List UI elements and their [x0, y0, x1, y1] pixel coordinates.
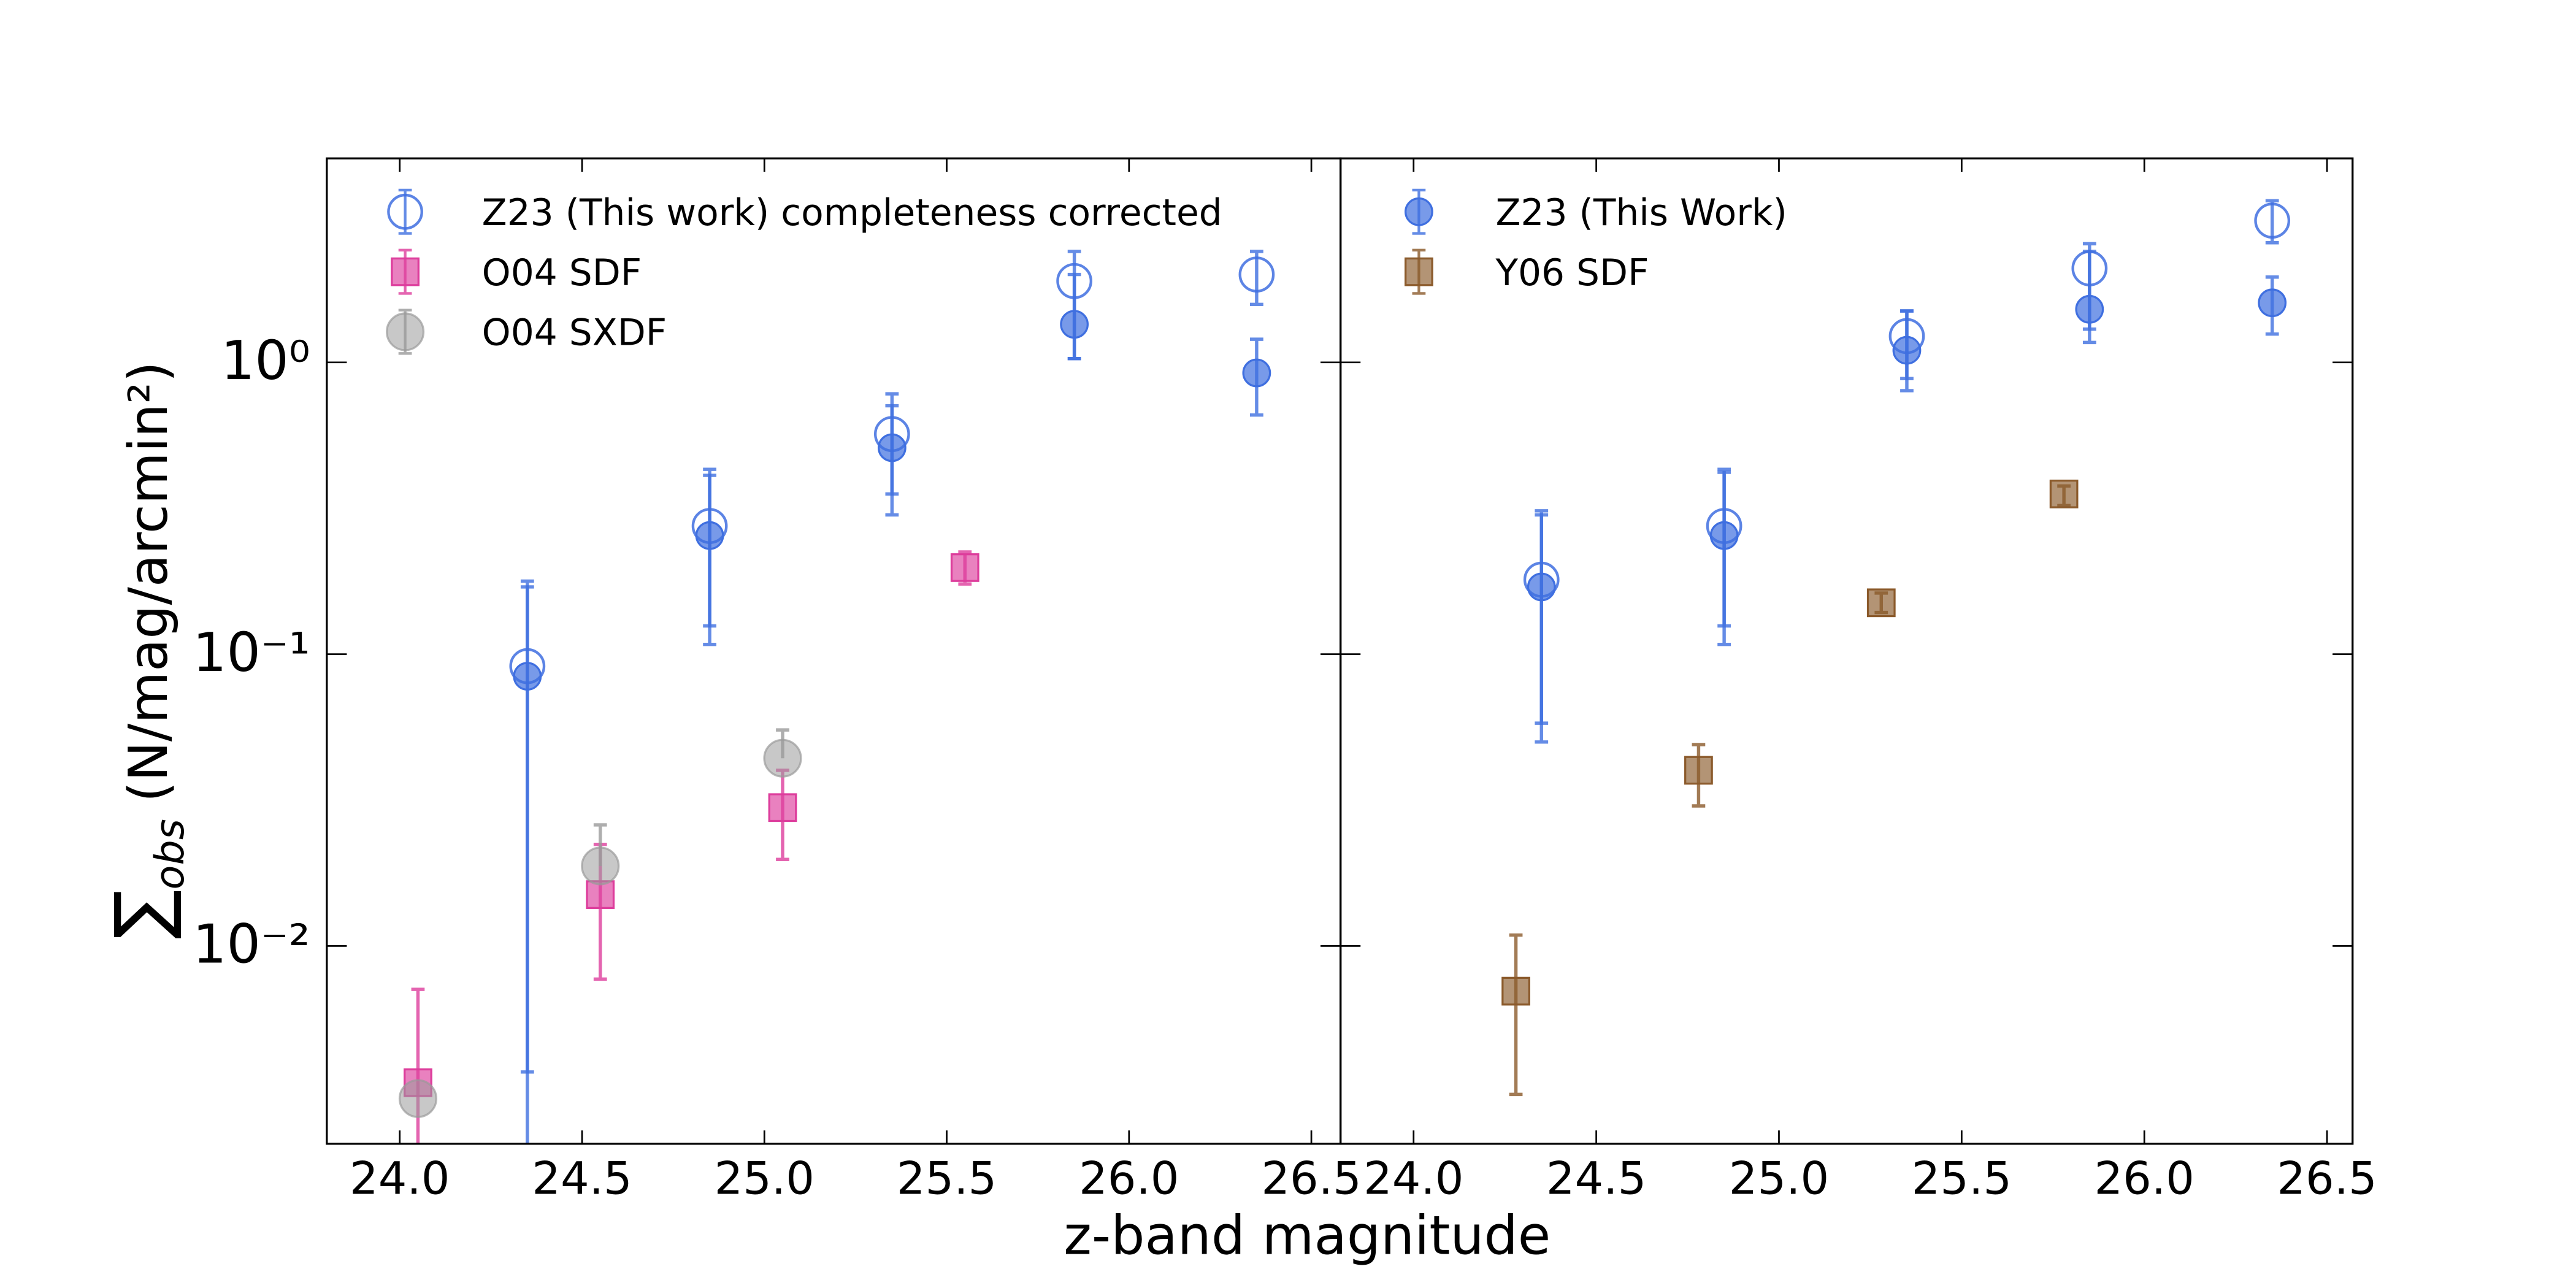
error-bar: [1692, 743, 1706, 808]
error-bar: [520, 585, 534, 1144]
marker: [768, 793, 797, 822]
marker: [513, 662, 542, 691]
x-tick-label: 24.5: [532, 1152, 632, 1205]
error-bar: [1509, 933, 1523, 1097]
legend-entry: O04 SXDF: [386, 309, 667, 355]
marker: [1527, 572, 1556, 602]
x-tick-label: 25.0: [1729, 1152, 1829, 1205]
legend-label: Z23 (This work) completeness corrected: [482, 191, 1222, 234]
legend-label: O04 SXDF: [482, 312, 667, 355]
error-bar: [1250, 337, 1263, 417]
error-bar: [2265, 199, 2279, 245]
error-bar: [885, 404, 899, 496]
y-label-text: (N/mag/arcmin²): [117, 361, 180, 802]
marker: [695, 521, 724, 550]
y-axis-label-text: ∑obs (N/mag/arcmin²): [99, 361, 193, 939]
x-axis-label: z-band magnitude: [1064, 1204, 1551, 1267]
marker: [1405, 257, 1433, 286]
marker: [1238, 256, 1275, 293]
legend-label: Y06 SDF: [1495, 251, 1649, 294]
axes-frame: [1340, 157, 2354, 1145]
error-bar: [2265, 275, 2279, 336]
y-tick-label: 10⁰: [221, 329, 310, 392]
y-axis-label: ∑obs (N/mag/arcmin²): [99, 361, 193, 939]
plot-area: [1501, 199, 2291, 1097]
y-tick-label: 10⁻¹: [193, 621, 310, 684]
error-bar: [776, 769, 789, 861]
legend-entry: Z23 (This work) completeness corrected: [387, 188, 1222, 235]
marker: [1242, 358, 1271, 388]
legend-errorbar: [398, 188, 412, 235]
error-bar: [1250, 250, 1263, 307]
x-tick-label: 25.5: [897, 1152, 997, 1205]
x-tick-label: 24.0: [1363, 1152, 1463, 1205]
panel: 24.0 24.5 25.0 25.5 26.0 26.5 10⁻² 10⁻¹ 10⁰ Z23 (…: [193, 157, 1362, 1205]
legend-entry: Z23 (This Work): [1405, 188, 1787, 235]
marker: [950, 553, 979, 582]
error-bar: [1900, 309, 1914, 393]
error-bar: [1067, 272, 1081, 361]
error-bar: [2082, 250, 2096, 345]
legend-label: Z23 (This Work): [1495, 191, 1787, 234]
marker: [1684, 756, 1713, 785]
legend-label: O04 SDF: [482, 251, 642, 294]
x-tick-label: 24.5: [1546, 1152, 1646, 1205]
marker: [391, 257, 420, 286]
marker: [1866, 588, 1896, 618]
axes-frame: [326, 157, 1342, 1145]
x-tick-label: 25.0: [715, 1152, 815, 1205]
marker: [581, 846, 620, 886]
marker: [2075, 294, 2104, 324]
marker: [398, 1079, 437, 1118]
marker: [586, 880, 615, 909]
y-tick-label: 10⁻²: [193, 913, 310, 976]
x-tick-label: 26.0: [1079, 1152, 1179, 1205]
marker: [386, 312, 425, 351]
marker: [2258, 288, 2287, 318]
plot-area: [398, 250, 1275, 1144]
error-bar: [1535, 513, 1549, 744]
marker: [2049, 480, 2079, 508]
x-tick-label: 26.5: [2277, 1152, 2377, 1205]
marker: [1501, 976, 1530, 1006]
marker: [2254, 202, 2291, 239]
marker: [1405, 197, 1433, 226]
legend-entry: Y06 SDF: [1405, 248, 1649, 295]
marker: [387, 193, 423, 230]
legend-entry: O04 SDF: [391, 248, 642, 295]
marker: [1709, 521, 1739, 550]
marker: [877, 433, 907, 462]
y-label-symbol: ∑: [99, 889, 185, 939]
y-label-subscript: obs: [147, 819, 193, 889]
x-tick-label: 25.5: [1912, 1152, 2012, 1205]
error-bar: [703, 473, 716, 628]
marker: [1060, 310, 1089, 339]
marker: [763, 738, 802, 778]
marker: [1892, 335, 1922, 365]
error-bar: [593, 842, 607, 981]
x-tick-label: 26.5: [1261, 1152, 1361, 1205]
x-tick-label: 26.0: [2094, 1152, 2194, 1205]
error-bar: [1717, 470, 1731, 646]
panel: 24.0 24.5 25.0 25.5 26.0 26.5 Z23 (This Work) Y…: [1340, 157, 2377, 1205]
x-tick-label: 24.0: [350, 1152, 450, 1205]
